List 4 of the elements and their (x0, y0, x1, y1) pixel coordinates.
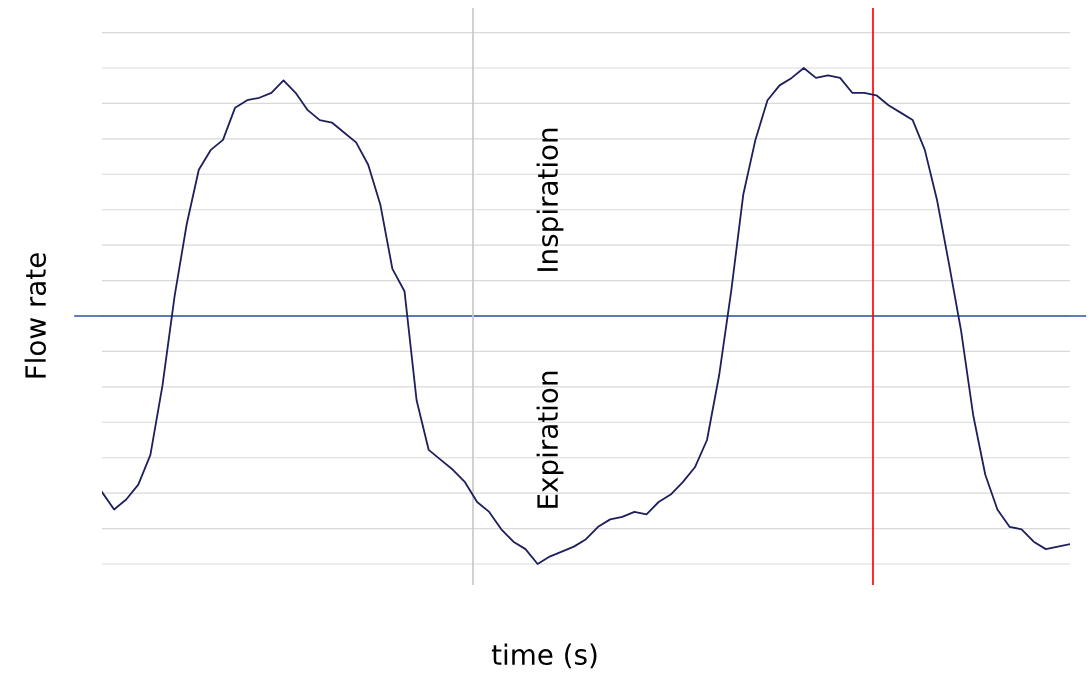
x-axis-title: time (s) (491, 643, 597, 669)
y-axis-title: Flow rate (24, 253, 47, 378)
annotation: Expiration (536, 371, 564, 508)
annotation: Inspiration (536, 128, 564, 271)
